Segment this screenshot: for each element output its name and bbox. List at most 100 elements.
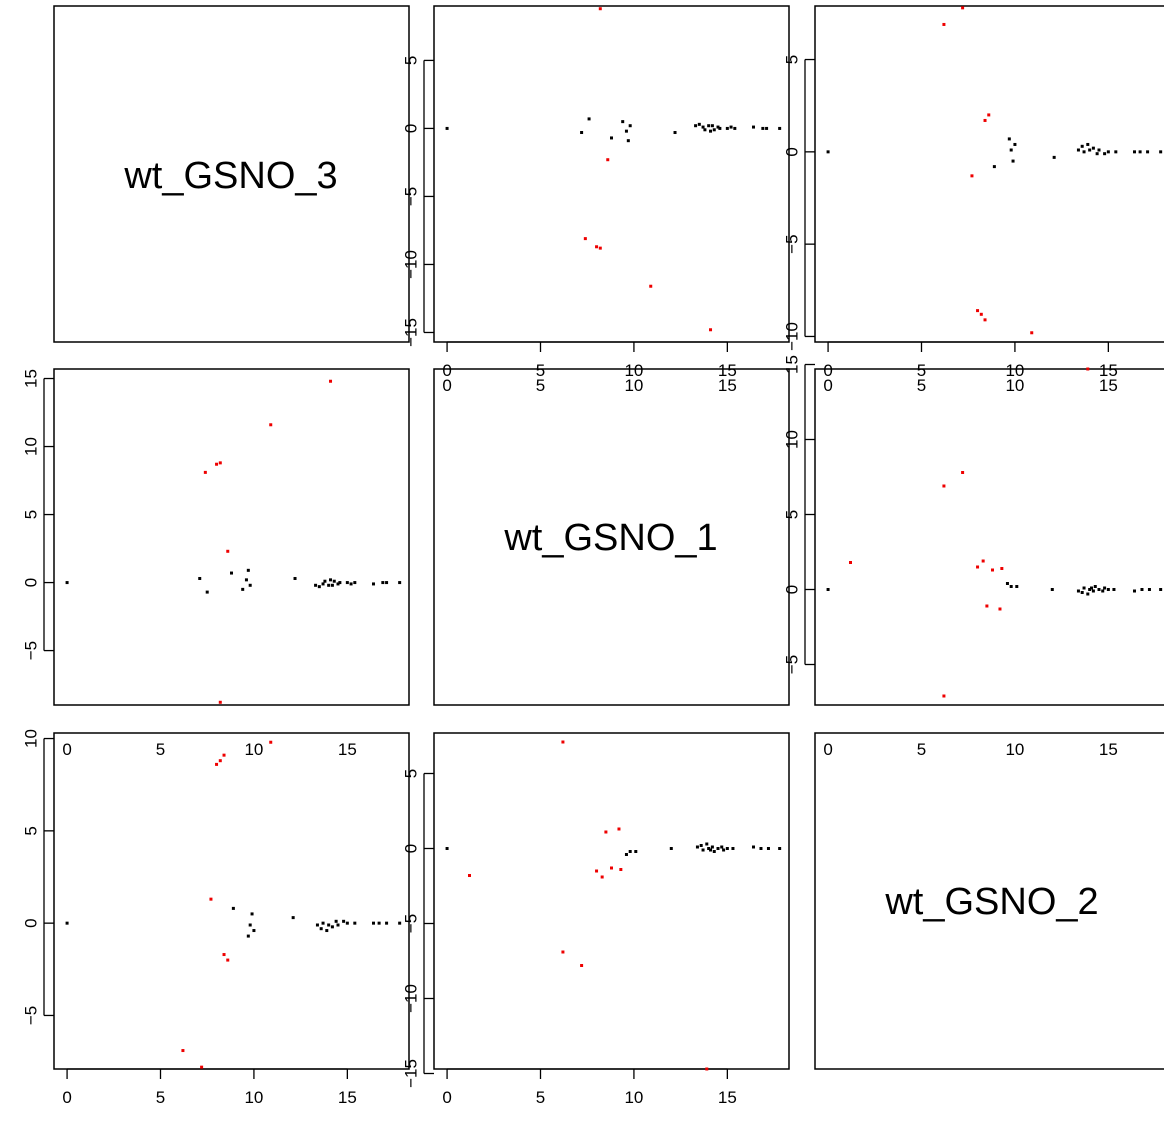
x-tick-label-2-1: 5 (536, 361, 545, 380)
y-tick-label-p12-0: −15 (401, 318, 420, 347)
x-tick-label-3-3: 15 (1099, 361, 1118, 380)
point-p23-h10 (1086, 367, 1090, 371)
point-p13-n1 (992, 165, 996, 169)
point-p21-n23 (381, 581, 385, 585)
point-p21-n15 (330, 583, 334, 587)
y-tick-label-p13-0: −10 (782, 322, 801, 351)
point-p13-n15 (1103, 152, 1107, 156)
point-p21-n17 (336, 582, 340, 586)
point-p32-h6 (619, 868, 623, 871)
point-p21-n5 (244, 578, 248, 582)
y-tick-label-p21-0: −5 (21, 641, 40, 660)
point-p21-h2 (215, 462, 219, 466)
x-tick-label-2-3: 15 (718, 361, 737, 380)
point-p13-n7 (1076, 148, 1080, 152)
points-layer (65, 6, 1163, 1071)
point-p23-n4 (1050, 588, 1054, 591)
point-p32-n15 (722, 848, 726, 852)
point-p21-n13 (327, 583, 331, 587)
axes-layer: 0 5 10 15 0 5 10 15 0 5 10 15 0 5 10 15 0 5 10 15 0 5 10 15 0 5 10… (21, 55, 1117, 1107)
point-p13-n3 (1009, 148, 1013, 152)
point-p31-h6 (226, 958, 230, 962)
point-p32-n14 (720, 845, 724, 849)
point-p31-n0 (65, 921, 69, 925)
y-tick-label-p31-2: 5 (21, 826, 40, 835)
point-p31-n5 (252, 929, 256, 933)
point-p23-n11 (1091, 589, 1095, 593)
point-p21-n12 (323, 579, 327, 583)
point-p21-h4 (226, 549, 230, 553)
point-p13-h3 (976, 309, 980, 313)
y-tick-label-p13-1: −5 (782, 234, 801, 253)
point-p31-h4 (218, 759, 222, 763)
x-tick-label-0-2: 10 (244, 1088, 263, 1107)
point-p23-h8 (998, 607, 1002, 611)
point-p31-n4 (250, 912, 254, 916)
point-p13-h1 (961, 6, 965, 10)
point-p12-n12 (703, 128, 707, 132)
point-p13-n6 (1052, 155, 1056, 159)
point-p12-h3 (598, 246, 602, 250)
point-p12-n25 (778, 126, 782, 130)
point-p23-n1 (1005, 582, 1009, 585)
x-tick-label-6-2: 10 (244, 740, 263, 759)
point-p21-n10 (317, 585, 321, 589)
point-p12-h1 (583, 237, 587, 241)
point-p21-n4 (241, 587, 245, 591)
point-p32-n13 (716, 847, 720, 850)
point-p31-n6 (291, 916, 295, 920)
point-p13-n16 (1106, 150, 1110, 154)
x-tick-label-1-0: 0 (442, 1088, 451, 1107)
panel-frame-32 (433, 732, 790, 1070)
x-tick-label-0-0: 0 (62, 1088, 71, 1107)
y-tick-label-p31-0: −5 (21, 1006, 40, 1025)
x-tick-label-5-1: 5 (917, 376, 926, 395)
point-p32-h3 (595, 869, 599, 873)
point-p13-h5 (983, 118, 987, 122)
point-p12-n24 (765, 126, 769, 130)
point-p23-h3 (976, 565, 980, 569)
x-tick-label-1-2: 10 (624, 1088, 643, 1107)
point-p23-n13 (1097, 588, 1101, 591)
point-p23-n19 (1140, 588, 1144, 591)
point-p23-h9 (942, 694, 946, 698)
point-p13-h7 (983, 318, 987, 322)
y-tick-label-p23-0: −5 (782, 655, 801, 674)
y-tick-label-p23-2: 5 (782, 510, 801, 519)
point-p13-n17 (1114, 150, 1118, 154)
x-tick-label-4-0: 0 (442, 376, 451, 395)
point-p13-h8 (1030, 331, 1034, 335)
point-p31-h1 (200, 1065, 204, 1069)
point-p21-n1 (198, 576, 202, 580)
x-tick-label-6-1: 5 (156, 740, 165, 759)
point-p12-n2 (587, 117, 591, 121)
point-p23-n17 (1112, 588, 1116, 591)
point-p31-h3 (215, 762, 219, 766)
x-tick-label-5-2: 10 (1005, 376, 1024, 395)
x-tick-label-4-3: 15 (718, 376, 737, 395)
point-p21-n24 (385, 581, 389, 585)
point-p31-h5 (222, 953, 226, 957)
point-p23-h7 (985, 604, 989, 608)
point-p32-n10 (709, 848, 713, 852)
point-p12-n23 (761, 126, 765, 130)
panel-frame-11 (53, 5, 410, 343)
point-p12-n21 (733, 126, 737, 130)
y-tick-label-p21-3: 10 (21, 437, 40, 456)
x-tick-label-7-3: 15 (1099, 740, 1118, 759)
point-p32-n11 (710, 845, 714, 849)
point-p31-n11 (327, 923, 331, 927)
point-p32-h10 (705, 1067, 709, 1071)
panel-frame-33 (814, 732, 1164, 1070)
point-p12-n4 (621, 120, 625, 124)
x-tick-label-4-2: 10 (624, 376, 643, 395)
point-p31-h0 (181, 1049, 185, 1053)
point-p23-n0 (826, 588, 830, 591)
diag-label-3: wt_GSNO_2 (884, 881, 1098, 923)
point-p32-n0 (445, 847, 449, 850)
point-p12-n11 (701, 125, 705, 129)
point-p32-h4 (600, 875, 604, 879)
point-p32-h8 (617, 827, 621, 831)
point-p21-n21 (353, 581, 357, 585)
y-tick-label-p13-3: 5 (782, 55, 801, 64)
